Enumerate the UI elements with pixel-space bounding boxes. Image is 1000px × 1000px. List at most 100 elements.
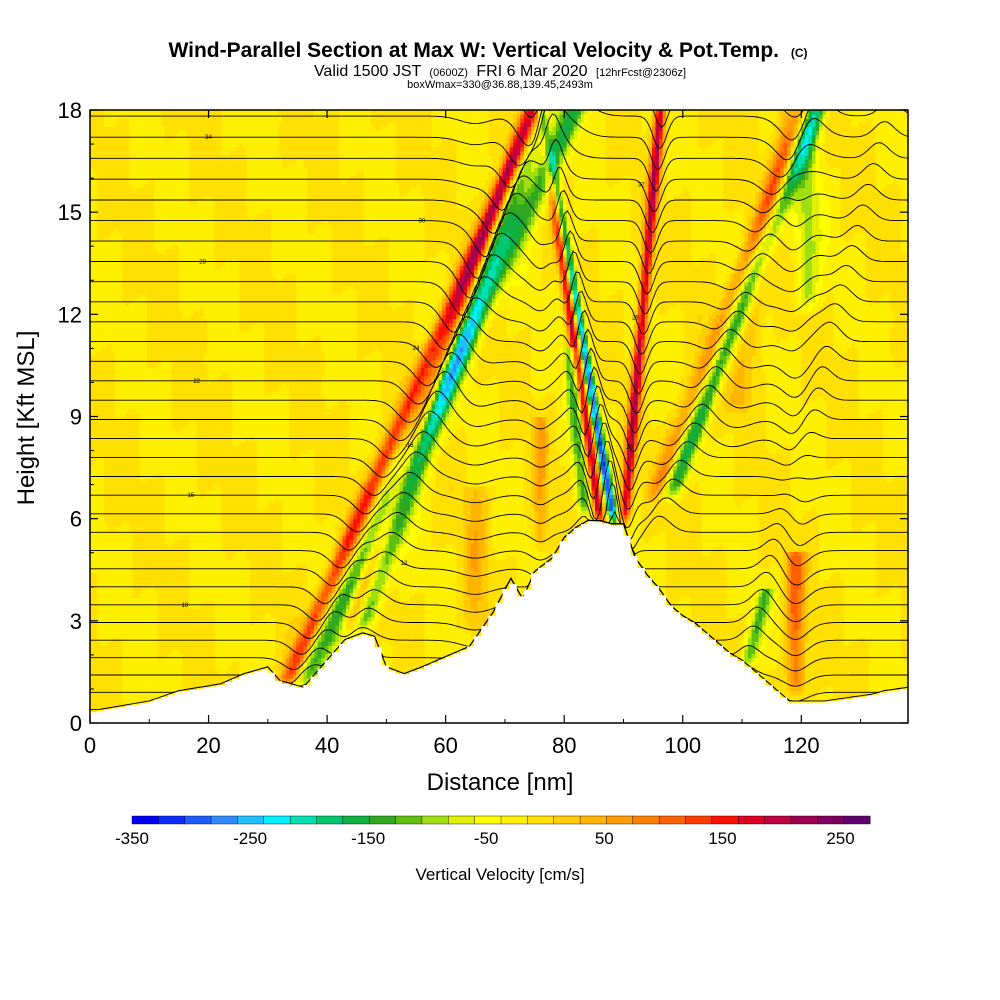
w-cell [193,314,198,320]
w-cell [143,669,148,675]
w-cell [118,232,123,238]
w-cell [139,232,144,238]
w-cell [196,187,201,193]
w-cell [132,588,137,593]
w-cell [136,167,141,172]
w-cell [111,428,116,434]
w-cell [100,257,105,262]
w-cell [157,645,162,651]
w-cell [150,669,155,675]
w-cell [168,179,173,185]
w-cell [104,494,109,499]
w-cell [164,159,169,164]
w-cell [178,551,184,557]
w-cell [193,302,198,307]
w-cell [189,314,194,320]
w-cell [111,306,116,311]
w-cell [100,265,105,270]
w-cell [139,657,144,663]
w-cell [90,187,95,193]
w-cell [161,559,166,565]
w-cell [93,612,98,618]
w-cell [175,412,180,418]
w-cell [136,150,141,156]
w-cell [182,130,187,136]
w-cell [136,244,141,250]
w-cell [111,396,116,401]
w-cell [161,191,166,197]
w-cell [136,302,141,307]
w-cell [143,146,148,152]
w-cell [164,616,169,622]
w-cell [146,604,152,610]
w-cell [139,571,144,577]
w-cell [178,375,184,381]
w-cell [203,661,208,667]
w-cell [93,297,98,303]
w-cell [186,244,191,250]
w-cell [164,322,169,328]
w-cell [97,253,102,258]
w-cell [93,490,98,495]
w-cell [107,665,112,671]
w-cell [154,555,159,561]
w-cell [146,404,152,409]
w-cell [143,330,148,336]
w-cell [100,657,105,663]
w-cell [100,514,105,520]
w-cell [139,371,144,377]
w-cell [139,563,144,569]
w-cell [125,673,130,679]
w-cell [111,510,116,516]
w-cell [196,171,201,176]
w-cell [189,612,194,618]
w-cell [97,310,102,315]
w-cell [104,502,109,508]
w-cell [189,150,194,156]
w-cell [97,579,102,585]
w-cell [125,575,130,581]
w-cell [93,285,98,291]
w-cell [132,257,137,262]
w-cell [175,518,180,524]
w-cell [125,412,130,418]
w-cell [178,661,184,667]
w-cell [186,449,191,454]
w-cell [93,620,98,626]
w-cell [157,265,162,270]
w-cell [171,624,176,630]
w-cell [193,539,198,544]
w-cell [104,293,109,299]
w-cell [104,183,109,189]
w-cell [107,432,112,438]
w-cell [114,477,120,483]
w-cell [196,383,201,389]
w-cell [136,138,141,144]
w-cell [150,404,155,409]
w-cell [90,126,95,132]
w-cell [168,624,173,630]
w-cell [161,678,166,683]
w-cell [154,232,159,238]
w-cell [175,216,180,221]
w-cell [139,404,144,409]
w-cell [129,416,134,422]
w-cell [186,351,191,356]
w-cell [196,543,201,548]
w-cell [168,371,173,377]
w-cell [118,616,123,622]
w-cell [178,183,184,189]
w-cell [125,424,130,430]
w-cell [157,387,162,393]
w-cell [203,453,208,458]
w-cell [178,387,184,393]
w-cell [143,408,148,414]
w-cell [114,441,120,446]
w-cell [100,428,105,434]
w-cell [93,543,98,548]
w-cell [132,281,137,287]
w-cell [132,686,137,691]
w-cell [104,657,109,663]
w-cell [118,248,123,254]
w-cell [146,457,152,463]
